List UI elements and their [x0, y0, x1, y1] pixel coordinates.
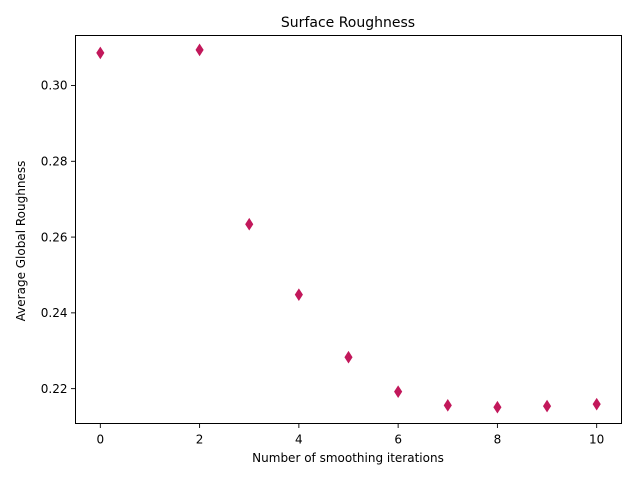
data-point — [443, 398, 452, 412]
data-point — [394, 385, 403, 399]
y-tick-label: 0.28 — [41, 154, 68, 168]
y-axis-label: Average Global Roughness — [14, 161, 28, 322]
chart-title: Surface Roughness — [281, 15, 415, 31]
x-tick-label: 6 — [394, 433, 402, 447]
data-markers — [96, 43, 601, 414]
x-axis-label: Number of smoothing iterations — [252, 451, 444, 465]
x-tick-label: 4 — [295, 433, 303, 447]
plot-frame — [75, 35, 622, 424]
y-tick-label: 0.24 — [41, 306, 68, 320]
data-point — [344, 350, 353, 364]
data-point — [542, 399, 552, 413]
data-point — [294, 288, 303, 302]
y-tick-label: 0.26 — [41, 230, 68, 244]
data-point — [96, 46, 105, 60]
y-tick-label: 0.30 — [41, 79, 68, 93]
x-tick-label: 10 — [589, 433, 604, 447]
y-tick-label: 0.22 — [41, 382, 68, 396]
data-point — [195, 43, 204, 57]
y-axis-ticks: 0.22 0.24 0.26 0.28 0.30 — [41, 79, 76, 396]
x-tick-label: 2 — [196, 433, 204, 447]
x-tick-label: 0 — [96, 433, 104, 447]
x-tick-label: 8 — [494, 433, 502, 447]
data-point — [592, 397, 601, 411]
x-axis-ticks: 0 2 4 6 8 10 — [96, 423, 604, 447]
data-point — [493, 400, 502, 414]
data-point — [245, 217, 254, 231]
